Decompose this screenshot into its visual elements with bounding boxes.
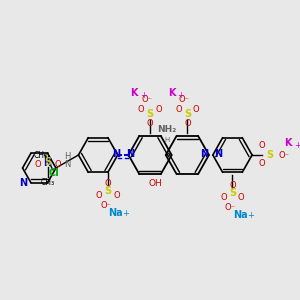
Text: O⁻: O⁻: [100, 200, 111, 209]
Text: NH₂: NH₂: [157, 124, 176, 134]
Text: +: +: [294, 140, 300, 149]
Text: O: O: [147, 118, 153, 127]
Text: O⁻: O⁻: [142, 95, 153, 104]
Text: N: N: [200, 149, 208, 159]
Text: S: S: [146, 109, 154, 119]
Text: O: O: [156, 104, 162, 113]
Text: S: S: [44, 157, 51, 167]
Text: O: O: [193, 104, 200, 113]
Text: N: N: [214, 149, 222, 159]
Text: +: +: [247, 211, 254, 220]
Text: O: O: [113, 191, 120, 200]
Text: Cl: Cl: [49, 168, 59, 178]
Text: N: N: [19, 178, 27, 188]
Text: O: O: [238, 194, 244, 202]
Text: N: N: [64, 160, 70, 169]
Text: +: +: [122, 208, 129, 217]
Text: CH₃: CH₃: [34, 151, 48, 160]
Text: O: O: [259, 142, 265, 151]
Text: S: S: [184, 109, 191, 119]
Text: S: S: [229, 188, 236, 198]
Text: H: H: [64, 152, 70, 161]
Text: O: O: [105, 178, 111, 188]
Text: K: K: [168, 88, 176, 98]
Text: N: N: [44, 158, 52, 168]
Text: O: O: [220, 194, 227, 202]
Text: N: N: [126, 149, 134, 159]
Text: +: +: [140, 91, 147, 100]
Text: O⁻: O⁻: [225, 202, 236, 211]
Text: K: K: [130, 88, 138, 98]
Text: O: O: [184, 118, 190, 127]
Text: +: +: [177, 91, 184, 100]
Text: Na: Na: [233, 210, 247, 220]
Text: O: O: [175, 104, 182, 113]
Text: K: K: [285, 138, 292, 148]
Text: O⁻: O⁻: [179, 95, 190, 104]
Text: O: O: [54, 160, 61, 169]
Text: H: H: [164, 137, 170, 143]
Text: O⁻: O⁻: [278, 151, 290, 160]
Text: O: O: [96, 191, 102, 200]
Text: O: O: [229, 181, 236, 190]
Text: O: O: [34, 160, 41, 169]
Text: Na: Na: [108, 208, 123, 218]
Text: CH₃: CH₃: [40, 178, 55, 187]
Text: OH: OH: [148, 178, 162, 188]
Text: N: N: [112, 149, 120, 159]
Text: S: S: [104, 186, 111, 196]
Text: O: O: [138, 104, 145, 113]
Text: O: O: [259, 160, 265, 169]
Text: S: S: [266, 150, 273, 160]
